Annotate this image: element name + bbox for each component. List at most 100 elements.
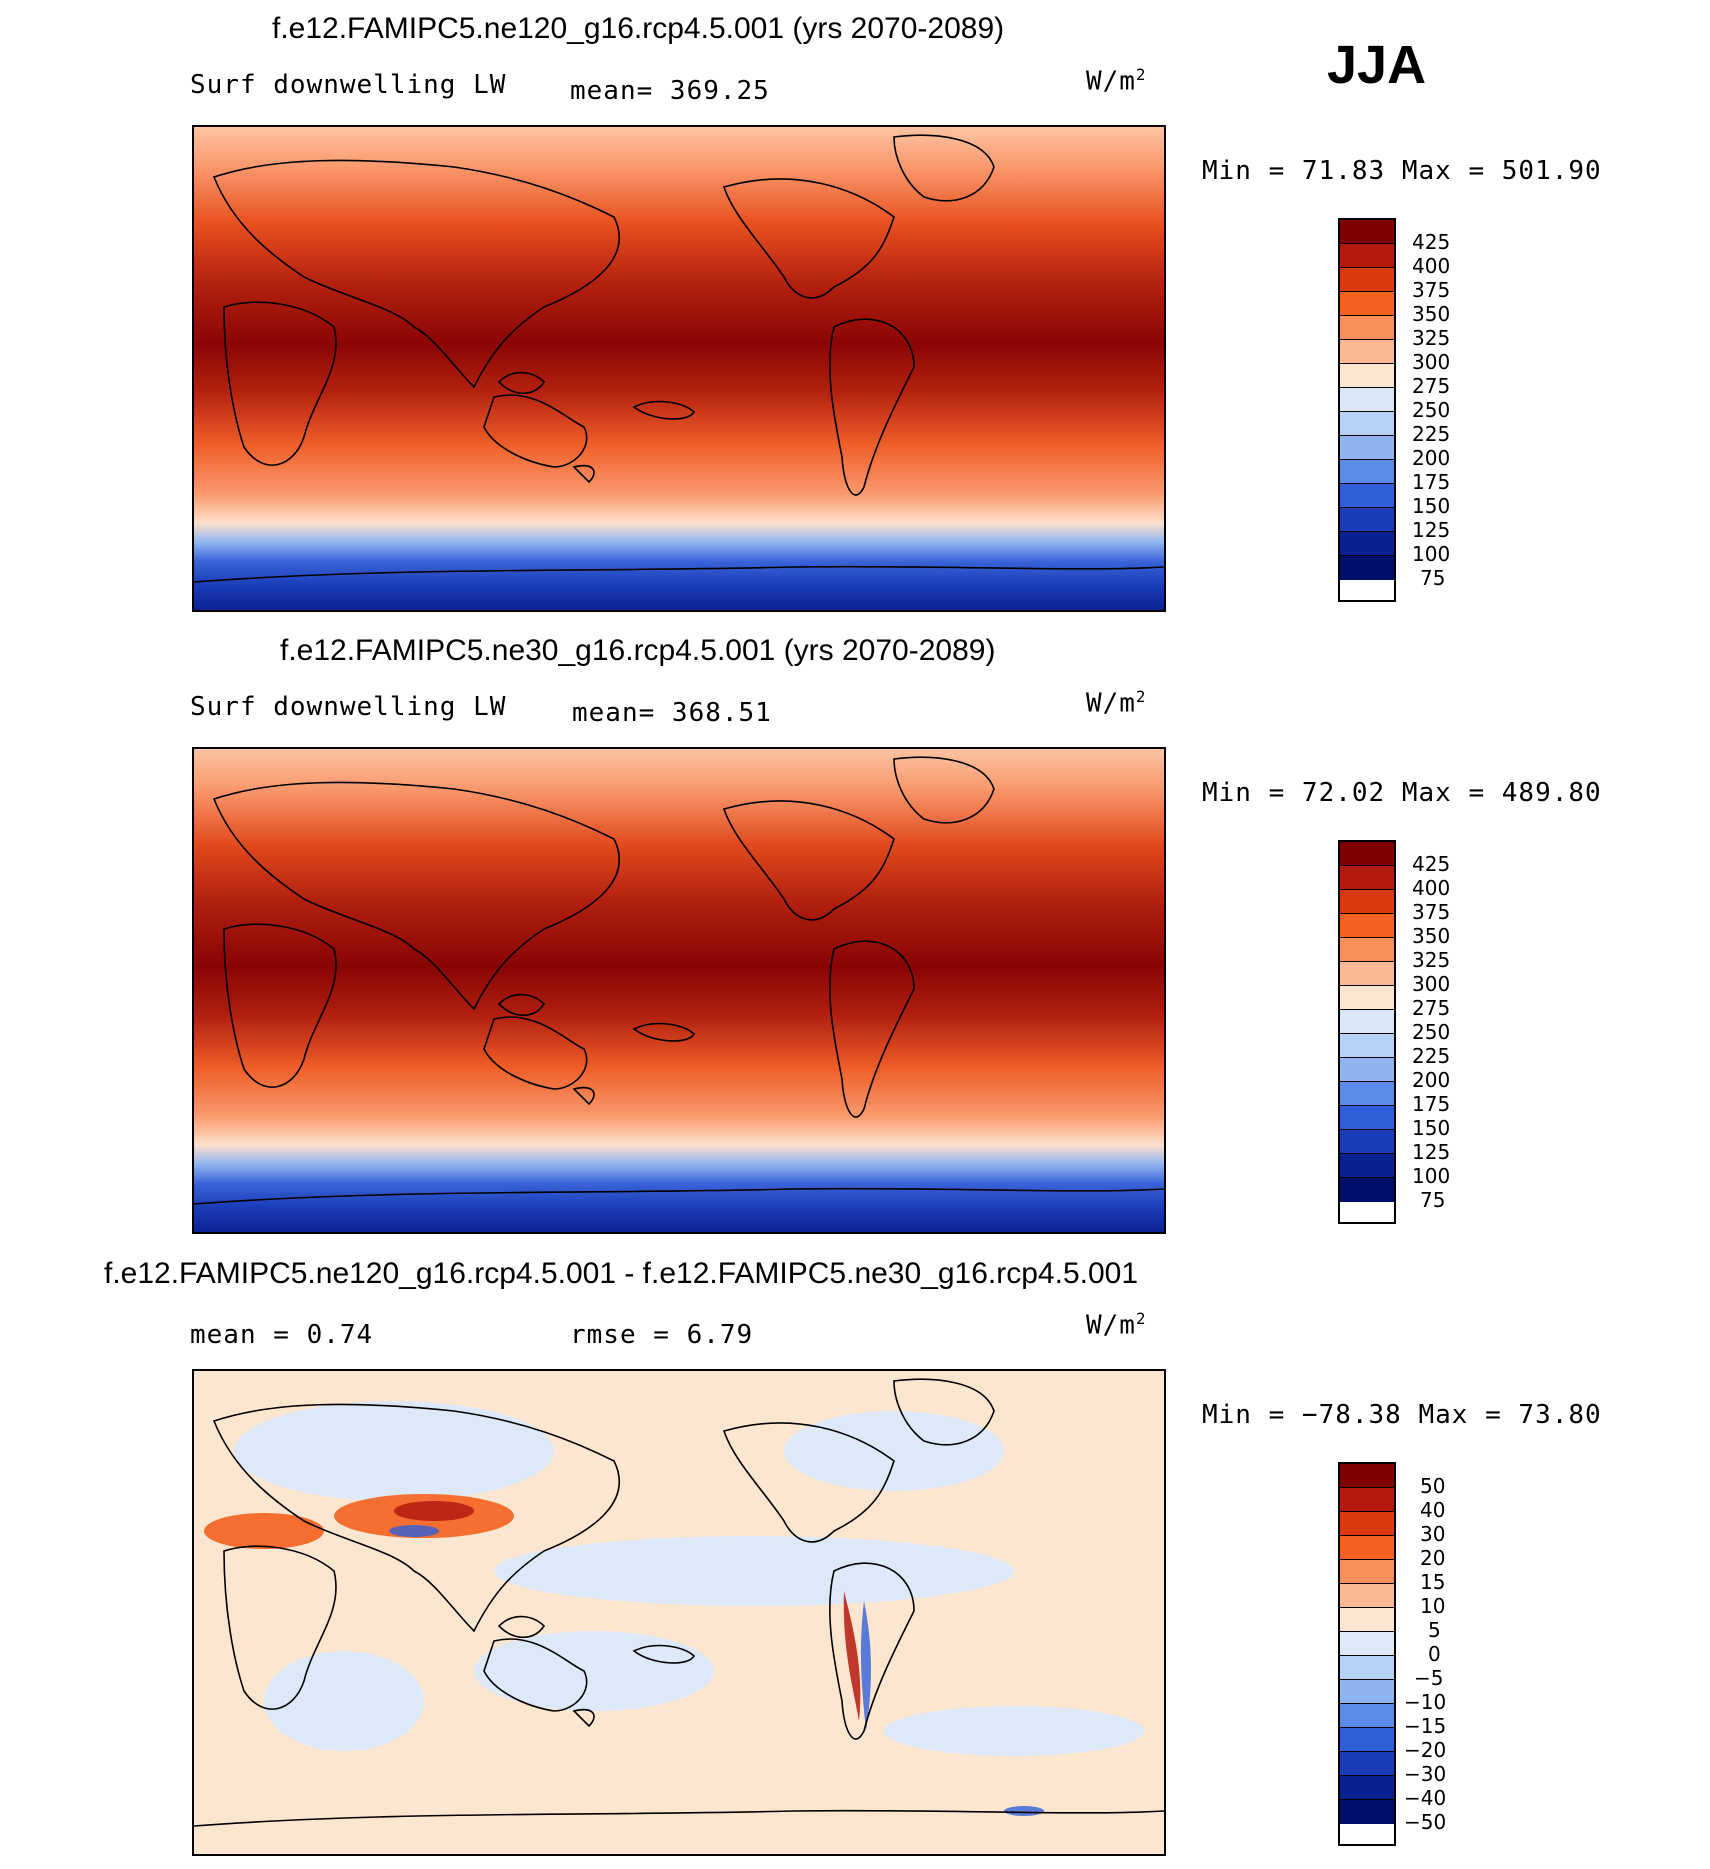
colorbar-label: −20 [1404, 1738, 1447, 1762]
panel2-title: f.e12.FAMIPC5.ne30_g16.rcp4.5.001 (yrs 2… [280, 634, 996, 667]
colorbar-label: 225 [1412, 422, 1451, 446]
panel2-colorbar-swatch [1340, 1034, 1394, 1058]
colorbar-label: −50 [1404, 1810, 1447, 1834]
colorbar-label: 300 [1412, 350, 1451, 374]
colorbar-label: −10 [1404, 1690, 1447, 1714]
panel3-colorbar-swatch [1340, 1584, 1394, 1608]
panel3-colorbar-swatch [1340, 1680, 1394, 1704]
units-exp: 2 [1135, 1310, 1147, 1328]
colorbar-label: 350 [1412, 302, 1451, 326]
panel1-colorbar-swatch [1340, 292, 1394, 316]
colorbar-label: 425 [1412, 852, 1451, 876]
panel2-colorbar-swatch [1340, 1130, 1394, 1154]
panel1-colorbar-swatch [1340, 460, 1394, 484]
panel1-map-svg [194, 127, 1164, 610]
panel1-colorbar-swatch [1340, 268, 1394, 292]
colorbar-label: 100 [1412, 1164, 1451, 1188]
colorbar-label: 175 [1412, 470, 1451, 494]
panel3-map-svg [194, 1371, 1164, 1854]
colorbar-label: 150 [1412, 494, 1451, 518]
panel1-colorbar-swatch [1340, 508, 1394, 532]
colorbar-label: 175 [1412, 1092, 1451, 1116]
colorbar-label: 275 [1412, 996, 1451, 1020]
panel2-colorbar-swatch [1340, 866, 1394, 890]
units-base: W/m [1086, 66, 1136, 97]
colorbar-label: 75 [1420, 1188, 1446, 1212]
colorbar-label: 125 [1412, 518, 1451, 542]
panel1-colorbar-swatch [1340, 484, 1394, 508]
panel3-rmse: rmse = 6.79 [570, 1320, 754, 1350]
panel3-minmax: Min = −78.38 Max = 73.80 [1202, 1400, 1602, 1430]
panel1-title: f.e12.FAMIPC5.ne120_g16.rcp4.5.001 (yrs … [272, 12, 1005, 45]
colorbar-label: 350 [1412, 924, 1451, 948]
colorbar-label: 30 [1420, 1522, 1446, 1546]
colorbar-label: 375 [1412, 278, 1451, 302]
colorbar-label: 75 [1420, 566, 1446, 590]
colorbar-label: 5 [1428, 1618, 1441, 1642]
colorbar-label: −15 [1404, 1714, 1447, 1738]
colorbar-label: 325 [1412, 948, 1451, 972]
panel2-colorbar-swatch [1340, 1154, 1394, 1178]
colorbar-label: 0 [1428, 1642, 1441, 1666]
panel3-colorbar-swatch [1340, 1752, 1394, 1776]
colorbar-label: 100 [1412, 542, 1451, 566]
colorbar-label: 150 [1412, 1116, 1451, 1140]
colorbar-label: 20 [1420, 1546, 1446, 1570]
season-label: JJA [1327, 35, 1427, 95]
panel1-variable: Surf downwelling LW [190, 70, 507, 100]
panel2-colorbar-swatch [1340, 1082, 1394, 1106]
panel2-colorbar-swatch [1340, 842, 1394, 866]
panel2-map [192, 747, 1166, 1234]
panel3-colorbar-swatch [1340, 1512, 1394, 1536]
panel3-mean: mean = 0.74 [190, 1320, 374, 1350]
panel1-units: W/m2 [1086, 66, 1146, 97]
colorbar-label: 425 [1412, 230, 1451, 254]
colorbar-label: 250 [1412, 1020, 1451, 1044]
panel2-variable: Surf downwelling LW [190, 692, 507, 722]
panel1-colorbar-swatch [1340, 364, 1394, 388]
panel1-colorbar-swatch [1340, 556, 1394, 580]
colorbar-label: 40 [1420, 1498, 1446, 1522]
colorbar-label: 375 [1412, 900, 1451, 924]
colorbar-label: 300 [1412, 972, 1451, 996]
colorbar-label: 200 [1412, 1068, 1451, 1092]
panel2-mean: mean= 368.51 [572, 698, 772, 728]
colorbar-label: 10 [1420, 1594, 1446, 1618]
panel3-colorbar-swatch [1340, 1488, 1394, 1512]
panel2-minmax: Min = 72.02 Max = 489.80 [1202, 778, 1602, 808]
panel2-units: W/m2 [1086, 688, 1146, 719]
panel3-colorbar-swatch [1340, 1728, 1394, 1752]
panel3-colorbar-swatch [1340, 1776, 1394, 1800]
units-exp: 2 [1135, 688, 1147, 706]
panel2-colorbar-swatch [1340, 986, 1394, 1010]
panel3-colorbar-swatch [1340, 1656, 1394, 1680]
units-base: W/m [1086, 1310, 1136, 1341]
panel1-colorbar-swatch [1340, 412, 1394, 436]
colorbar-label: −30 [1404, 1762, 1447, 1786]
panel3-title: f.e12.FAMIPC5.ne120_g16.rcp4.5.001 - f.e… [104, 1257, 1139, 1290]
panel2-colorbar-swatch [1340, 962, 1394, 986]
colorbar-label: −5 [1414, 1666, 1444, 1690]
panel2-colorbar-swatch [1340, 1058, 1394, 1082]
colorbar-label: 400 [1412, 254, 1451, 278]
panel1-colorbar-swatch [1340, 532, 1394, 556]
units-exp: 2 [1135, 66, 1147, 84]
panel3-colorbar-swatch [1340, 1464, 1394, 1488]
colorbar-label: 200 [1412, 446, 1451, 470]
colorbar-label: 250 [1412, 398, 1451, 422]
colorbar-label: 50 [1420, 1474, 1446, 1498]
panel3-colorbar-swatch [1340, 1608, 1394, 1632]
panel3-colorbar-swatch [1340, 1704, 1394, 1728]
colorbar-label: −40 [1404, 1786, 1447, 1810]
colorbar-label: 225 [1412, 1044, 1451, 1068]
panel3-colorbar-swatch [1340, 1800, 1394, 1824]
colorbar-label: 15 [1420, 1570, 1446, 1594]
panel3-colorbar-swatch [1340, 1536, 1394, 1560]
panel1-colorbar-swatch [1340, 244, 1394, 268]
colorbar-label: 125 [1412, 1140, 1451, 1164]
panel1-minmax: Min = 71.83 Max = 501.90 [1202, 156, 1602, 186]
panel2-colorbar-swatch [1340, 890, 1394, 914]
panel2-colorbar-swatch [1340, 914, 1394, 938]
colorbar-label: 275 [1412, 374, 1451, 398]
colorbar-label: 325 [1412, 326, 1451, 350]
